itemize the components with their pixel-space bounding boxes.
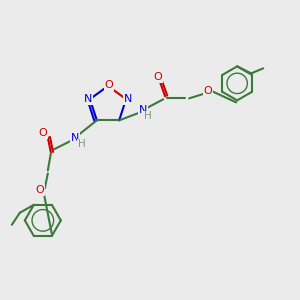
Text: O: O xyxy=(154,72,163,82)
Text: O: O xyxy=(204,86,212,96)
Text: O: O xyxy=(105,80,113,90)
Text: O: O xyxy=(38,128,47,138)
Text: H: H xyxy=(78,140,86,149)
Text: N: N xyxy=(84,94,92,104)
Text: N: N xyxy=(124,94,132,104)
Text: N: N xyxy=(70,134,79,143)
Text: H: H xyxy=(144,111,152,122)
Text: O: O xyxy=(35,185,44,195)
Text: N: N xyxy=(139,105,147,116)
